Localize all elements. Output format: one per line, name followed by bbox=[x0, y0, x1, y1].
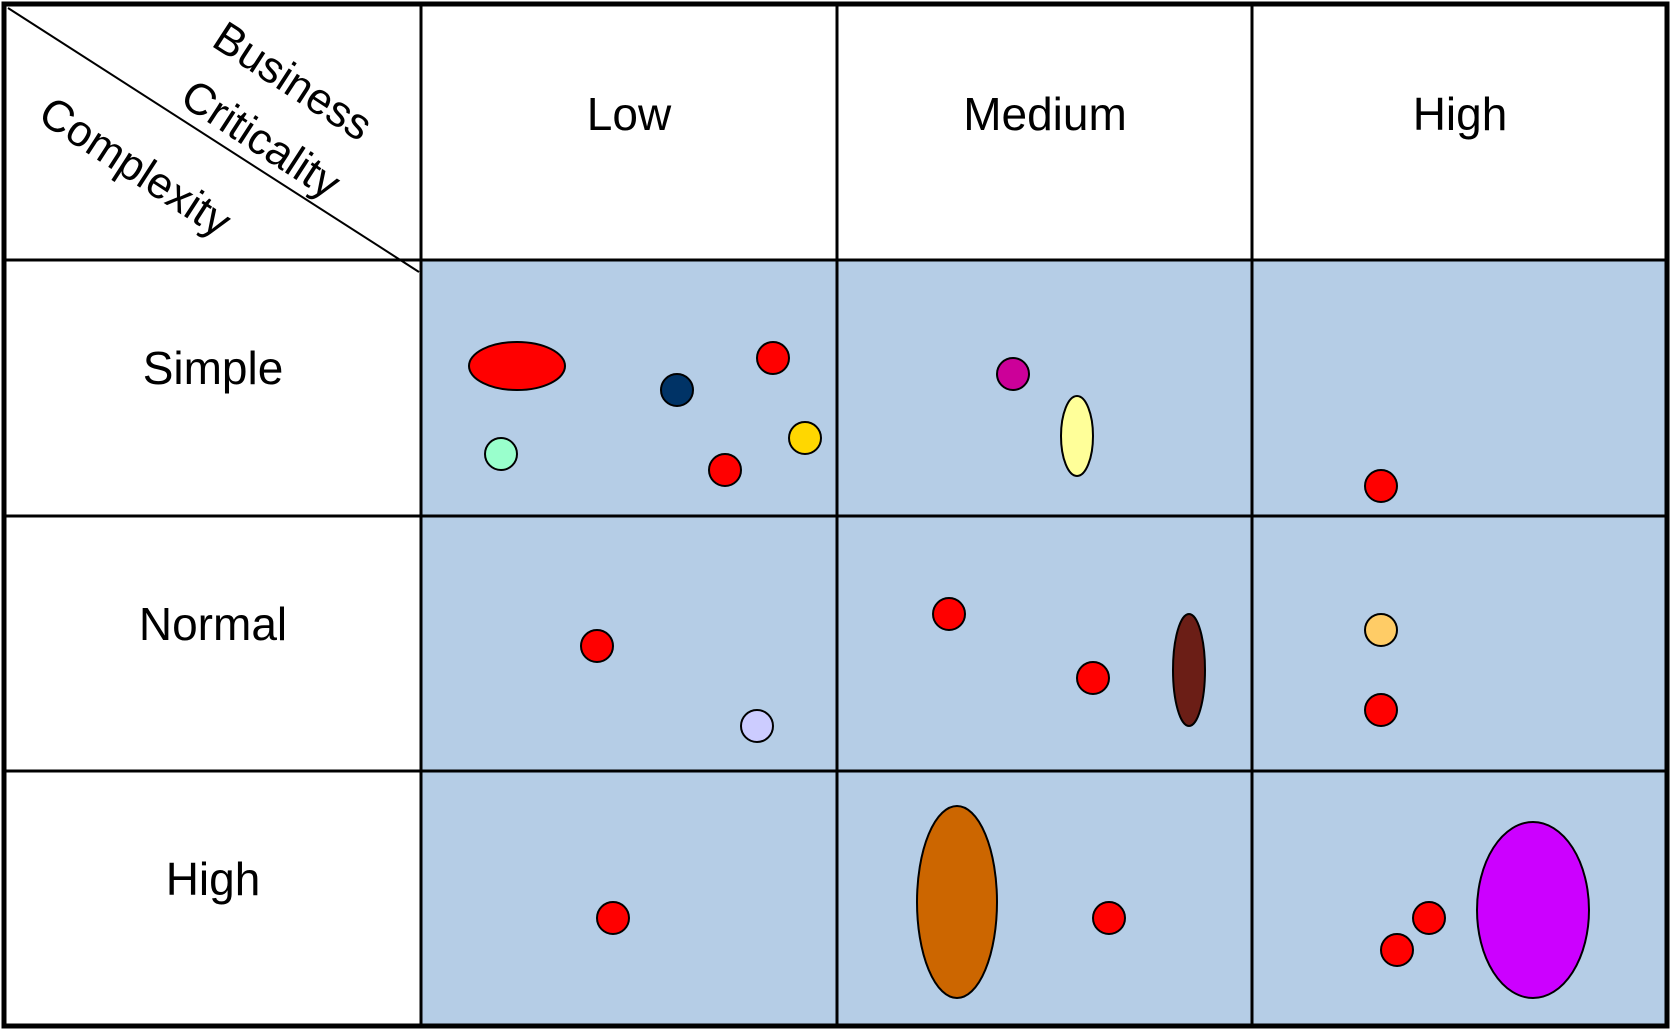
item-marker bbox=[1172, 613, 1206, 727]
row-header-high: High bbox=[166, 853, 261, 905]
item-marker bbox=[756, 341, 790, 375]
item-marker bbox=[788, 421, 822, 455]
item-marker bbox=[1364, 469, 1398, 503]
item-marker bbox=[484, 437, 518, 471]
item-marker bbox=[1092, 901, 1126, 935]
column-header-low: Low bbox=[587, 88, 672, 140]
item-marker bbox=[660, 373, 694, 407]
item-marker bbox=[580, 629, 614, 663]
item-marker bbox=[1364, 693, 1398, 727]
item-marker bbox=[468, 341, 566, 391]
data-cell-background bbox=[422, 260, 1667, 1026]
row-header-normal: Normal bbox=[139, 598, 287, 650]
item-marker bbox=[708, 453, 742, 487]
item-marker bbox=[996, 357, 1030, 391]
item-marker bbox=[740, 709, 774, 743]
row-header-simple: Simple bbox=[143, 342, 284, 394]
column-header-high: High bbox=[1413, 88, 1508, 140]
item-marker bbox=[916, 805, 998, 999]
item-marker bbox=[1380, 933, 1414, 967]
corner-diagonal bbox=[7, 7, 420, 273]
item-marker bbox=[1412, 901, 1446, 935]
item-marker bbox=[1060, 395, 1094, 477]
item-marker bbox=[596, 901, 630, 935]
items bbox=[468, 341, 1590, 999]
item-marker bbox=[1476, 821, 1590, 999]
item-marker bbox=[1364, 613, 1398, 647]
item-marker bbox=[932, 597, 966, 631]
column-header-medium: Medium bbox=[963, 88, 1127, 140]
item-marker bbox=[1076, 661, 1110, 695]
